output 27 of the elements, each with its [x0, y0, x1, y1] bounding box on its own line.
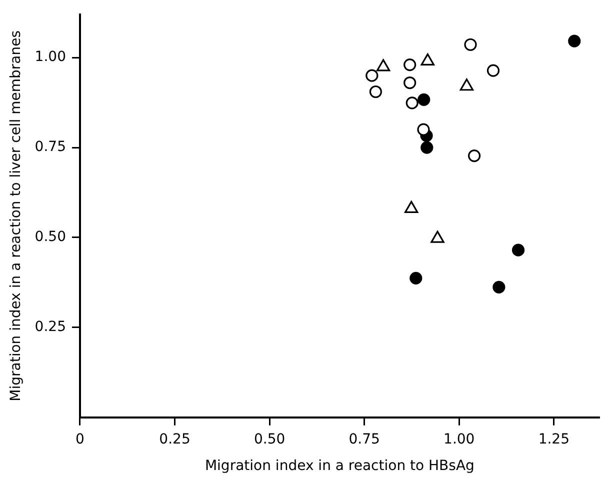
point — [410, 272, 422, 284]
x-tick-label: 0 — [76, 431, 84, 448]
point — [568, 34, 581, 48]
y-tick-label: 0.75 — [34, 139, 66, 156]
point — [369, 85, 382, 98]
point — [420, 141, 434, 154]
point — [404, 58, 416, 72]
point — [468, 150, 481, 162]
point — [366, 69, 378, 82]
y-axis-title: Migration index in a reaction to liver cell membranes — [8, 30, 24, 402]
point — [417, 123, 430, 136]
x-tick-label: 1.00 — [444, 431, 475, 448]
y-tick-label: 1.00 — [34, 49, 66, 66]
x-axis-title: Migration index in a reaction to HBsAg — [204, 458, 474, 474]
x-tick-label: 0.50 — [254, 431, 286, 448]
point — [464, 38, 477, 51]
x-tick-label: 0.25 — [159, 431, 190, 448]
y-tick-label: 0.50 — [34, 229, 66, 246]
point — [486, 64, 500, 77]
point — [404, 76, 416, 90]
point — [512, 244, 525, 256]
y-tick-label: 0.25 — [34, 319, 66, 336]
point — [492, 280, 506, 294]
point — [406, 96, 418, 110]
x-tick-label: 0.75 — [348, 431, 380, 448]
x-tick-label: 1.25 — [538, 431, 570, 448]
point — [418, 93, 430, 106]
